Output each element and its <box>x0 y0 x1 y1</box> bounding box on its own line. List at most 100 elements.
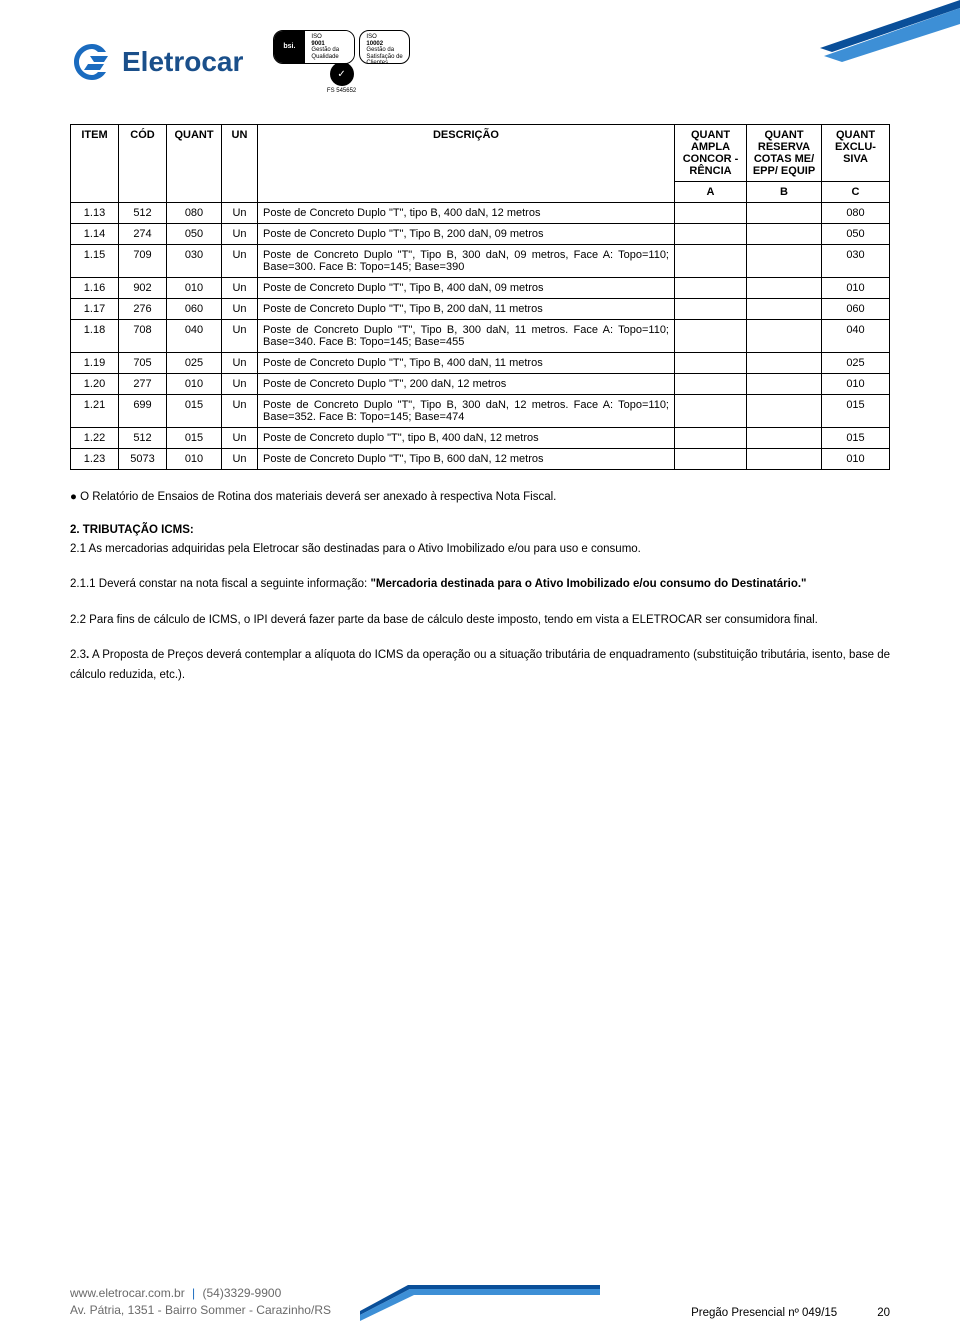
cell-item: 1.13 <box>71 203 119 224</box>
text-bold-span: "Mercadoria destinada para o Ativo Imobi… <box>370 578 806 590</box>
table-row: 1.13512080UnPoste de Concreto Duplo "T",… <box>71 203 890 224</box>
th-c-full: QUANT EXCLU- SIVA <box>822 125 890 182</box>
th-cod: CÓD <box>119 125 167 203</box>
cert-text: 9001 <box>311 41 348 48</box>
cert-text: 10002 <box>366 41 402 48</box>
cell-quant: 060 <box>167 299 222 320</box>
cell-item: 1.15 <box>71 245 119 278</box>
cell-a <box>675 449 747 470</box>
cell-a <box>675 374 747 395</box>
table-row: 1.22512015UnPoste de Concreto duplo "T",… <box>71 428 890 449</box>
cert-text: ISO <box>311 34 348 41</box>
cell-a <box>675 353 747 374</box>
note-bullet: O Relatório de Ensaios de Rotina dos mat… <box>70 488 890 508</box>
table-row: 1.20277010UnPoste de Concreto Duplo "T",… <box>71 374 890 395</box>
cert-text: Clientes <box>366 60 402 67</box>
cell-quant: 025 <box>167 353 222 374</box>
cert-check-icon: ✓ <box>330 62 354 86</box>
table-row: 1.19705025UnPoste de Concreto Duplo "T",… <box>71 353 890 374</box>
iso-10002-badge: ISO 10002 Gestão da Satisfação de Client… <box>359 30 409 64</box>
cell-c: 050 <box>822 224 890 245</box>
header-accent-icon <box>760 0 960 80</box>
page-header: Eletrocar bsi. ISO 9001 Gestão da Qualid… <box>70 30 890 94</box>
cell-c: 010 <box>822 374 890 395</box>
cell-cod: 512 <box>119 203 167 224</box>
cell-desc: Poste de Concreto Duplo "T", Tipo B, 200… <box>258 299 675 320</box>
footer-address: Av. Pátria, 1351 - Bairro Sommer - Caraz… <box>70 1303 331 1317</box>
cell-a <box>675 320 747 353</box>
cell-b <box>747 224 822 245</box>
cell-cod: 705 <box>119 353 167 374</box>
bsi-badge: bsi. <box>274 31 304 63</box>
cell-cod: 277 <box>119 374 167 395</box>
footer-page-number: 20 <box>877 1307 890 1319</box>
cert-text: Gestão da <box>366 47 402 54</box>
cell-quant: 010 <box>167 374 222 395</box>
cell-item: 1.16 <box>71 278 119 299</box>
cell-un: Un <box>222 449 258 470</box>
th-un: UN <box>222 125 258 203</box>
cell-desc: Poste de Concreto Duplo "T", Tipo B, 200… <box>258 224 675 245</box>
footer-doc-info: Pregão Presencial nº 049/15 20 <box>691 1307 890 1319</box>
cell-quant: 080 <box>167 203 222 224</box>
cell-a <box>675 299 747 320</box>
cell-un: Un <box>222 395 258 428</box>
cell-item: 1.20 <box>71 374 119 395</box>
cell-cod: 902 <box>119 278 167 299</box>
brand-name: Eletrocar <box>122 46 243 78</box>
brand-logo: Eletrocar <box>70 40 243 84</box>
cell-un: Un <box>222 374 258 395</box>
table-row: 1.21699015UnPoste de Concreto Duplo "T",… <box>71 395 890 428</box>
footer-site: www.eletrocar.com.br <box>70 1286 185 1300</box>
cell-c: 010 <box>822 278 890 299</box>
th-b: B <box>747 182 822 203</box>
cell-desc: Poste de Concreto Duplo "T", tipo B, 400… <box>258 203 675 224</box>
table-header: ITEM CÓD QUANT UN DESCRIÇÃO QUANT AMPLA … <box>71 125 890 203</box>
cell-c: 015 <box>822 395 890 428</box>
cell-b <box>747 278 822 299</box>
cell-b <box>747 203 822 224</box>
cell-cod: 699 <box>119 395 167 428</box>
cert-text: Satisfação de <box>366 54 402 61</box>
cert-text: Gestão da <box>311 47 348 54</box>
cell-quant: 015 <box>167 395 222 428</box>
cell-desc: Poste de Concreto Duplo "T", Tipo B, 400… <box>258 278 675 299</box>
table-row: 1.14274050UnPoste de Concreto Duplo "T",… <box>71 224 890 245</box>
table-row: 1.18708040UnPoste de Concreto Duplo "T",… <box>71 320 890 353</box>
cell-un: Un <box>222 224 258 245</box>
cell-c: 060 <box>822 299 890 320</box>
eletrocar-logo-icon <box>70 40 114 84</box>
cell-item: 1.23 <box>71 449 119 470</box>
cell-un: Un <box>222 428 258 449</box>
cell-c: 030 <box>822 245 890 278</box>
text-span: 2.3 <box>70 649 86 661</box>
cell-cod: 709 <box>119 245 167 278</box>
cell-c: 080 <box>822 203 890 224</box>
cell-desc: Poste de Concreto Duplo "T", 200 daN, 12… <box>258 374 675 395</box>
cell-b <box>747 428 822 449</box>
footer-phone: (54)3329-9900 <box>203 1286 282 1300</box>
cell-a <box>675 428 747 449</box>
cell-un: Un <box>222 278 258 299</box>
cell-item: 1.14 <box>71 224 119 245</box>
cell-a <box>675 395 747 428</box>
cell-quant: 010 <box>167 278 222 299</box>
cell-b <box>747 449 822 470</box>
cell-desc: Poste de Concreto Duplo "T", Tipo B, 300… <box>258 395 675 428</box>
cell-item: 1.18 <box>71 320 119 353</box>
cell-quant: 040 <box>167 320 222 353</box>
cert-text: ISO <box>366 34 402 41</box>
footer-doc-number: Pregão Presencial nº 049/15 <box>691 1307 837 1319</box>
th-quant: QUANT <box>167 125 222 203</box>
cell-b <box>747 299 822 320</box>
cell-b <box>747 374 822 395</box>
section-2-title: 2. TRIBUTAÇÃO ICMS: <box>70 524 890 536</box>
cell-quant: 015 <box>167 428 222 449</box>
table-row: 1.16902010UnPoste de Concreto Duplo "T",… <box>71 278 890 299</box>
table-row: 1.17276060UnPoste de Concreto Duplo "T",… <box>71 299 890 320</box>
cell-un: Un <box>222 320 258 353</box>
cell-desc: Poste de Concreto Duplo "T", Tipo B, 300… <box>258 245 675 278</box>
cell-cod: 512 <box>119 428 167 449</box>
cell-c: 010 <box>822 449 890 470</box>
paragraph-2-1: 2.1 As mercadorias adquiridas pela Eletr… <box>70 540 890 560</box>
